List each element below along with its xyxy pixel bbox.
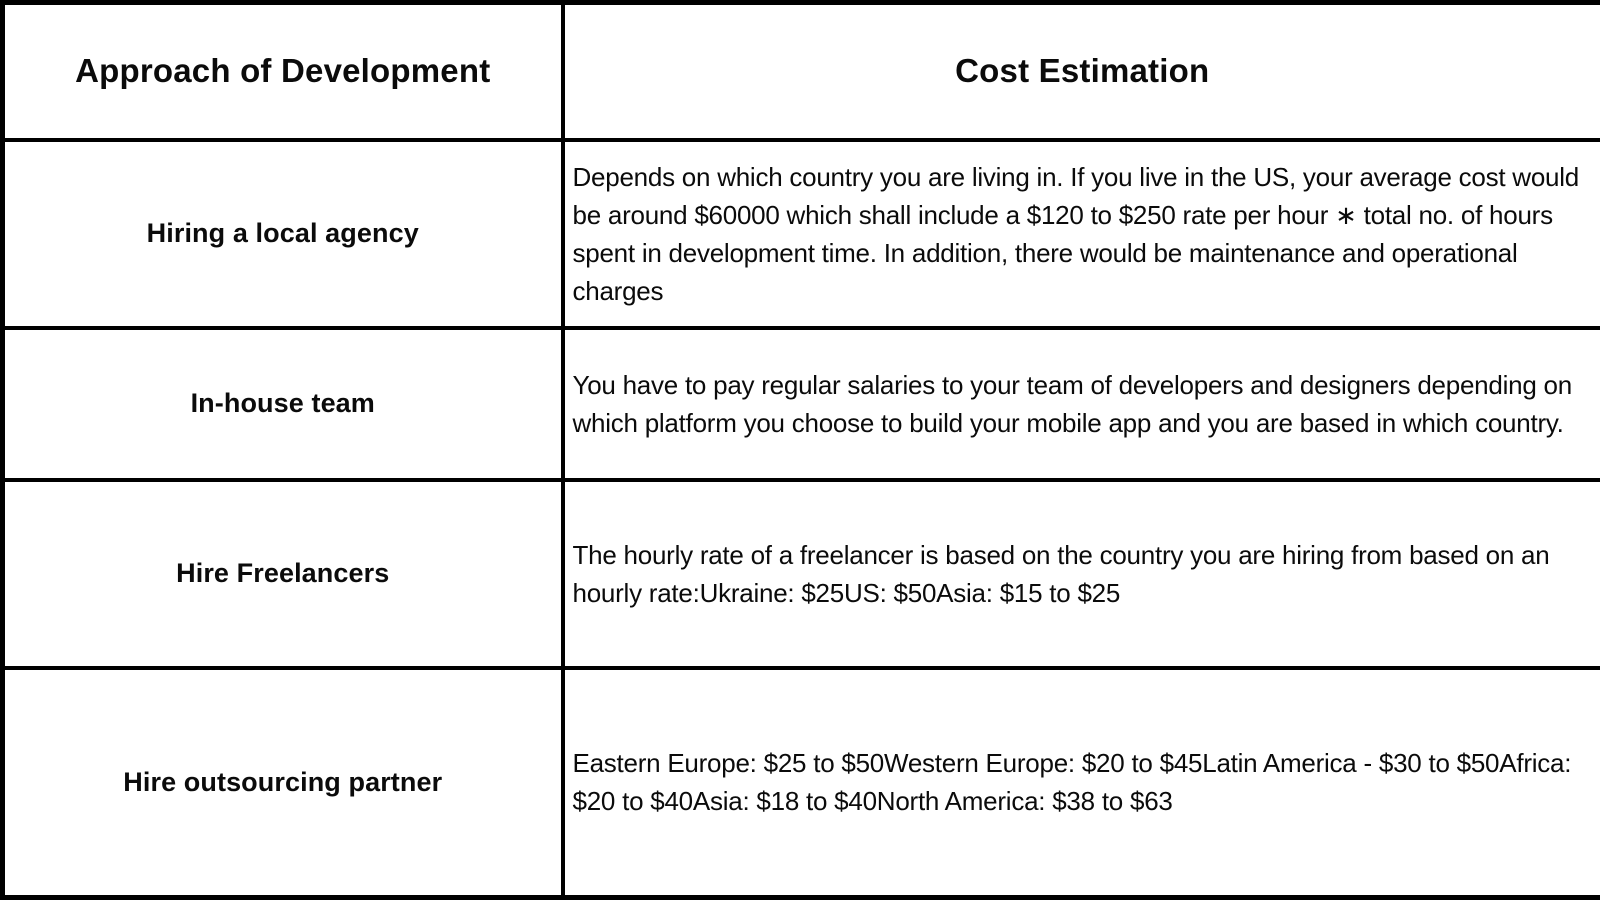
column-header-approach-of-development: Approach of Development bbox=[0, 0, 565, 142]
table-row-hire-freelancers: Hire Freelancers The hourly rate of a fr… bbox=[0, 477, 1600, 670]
table-row-hiring-local-agency: Hiring a local agency Depends on which c… bbox=[0, 137, 1600, 330]
approach-label: In-house team bbox=[0, 325, 565, 482]
table-row-in-house-team: In-house team You have to pay regular sa… bbox=[0, 325, 1600, 482]
column-header-cost-estimation: Cost Estimation bbox=[560, 0, 1600, 142]
cost-description: The hourly rate of a freelancer is based… bbox=[560, 477, 1600, 670]
cost-description: Depends on which country you are living … bbox=[560, 137, 1600, 330]
cost-description: Eastern Europe: $25 to $50Western Europe… bbox=[560, 665, 1600, 900]
table-row-hire-outsourcing-partner: Hire outsourcing partner Eastern Europe:… bbox=[0, 665, 1600, 900]
approach-label: Hiring a local agency bbox=[0, 137, 565, 330]
table-header-row: Approach of Development Cost Estimation bbox=[0, 0, 1600, 142]
approach-label: Hire Freelancers bbox=[0, 477, 565, 670]
approach-label: Hire outsourcing partner bbox=[0, 665, 565, 900]
cost-description: You have to pay regular salaries to your… bbox=[560, 325, 1600, 482]
